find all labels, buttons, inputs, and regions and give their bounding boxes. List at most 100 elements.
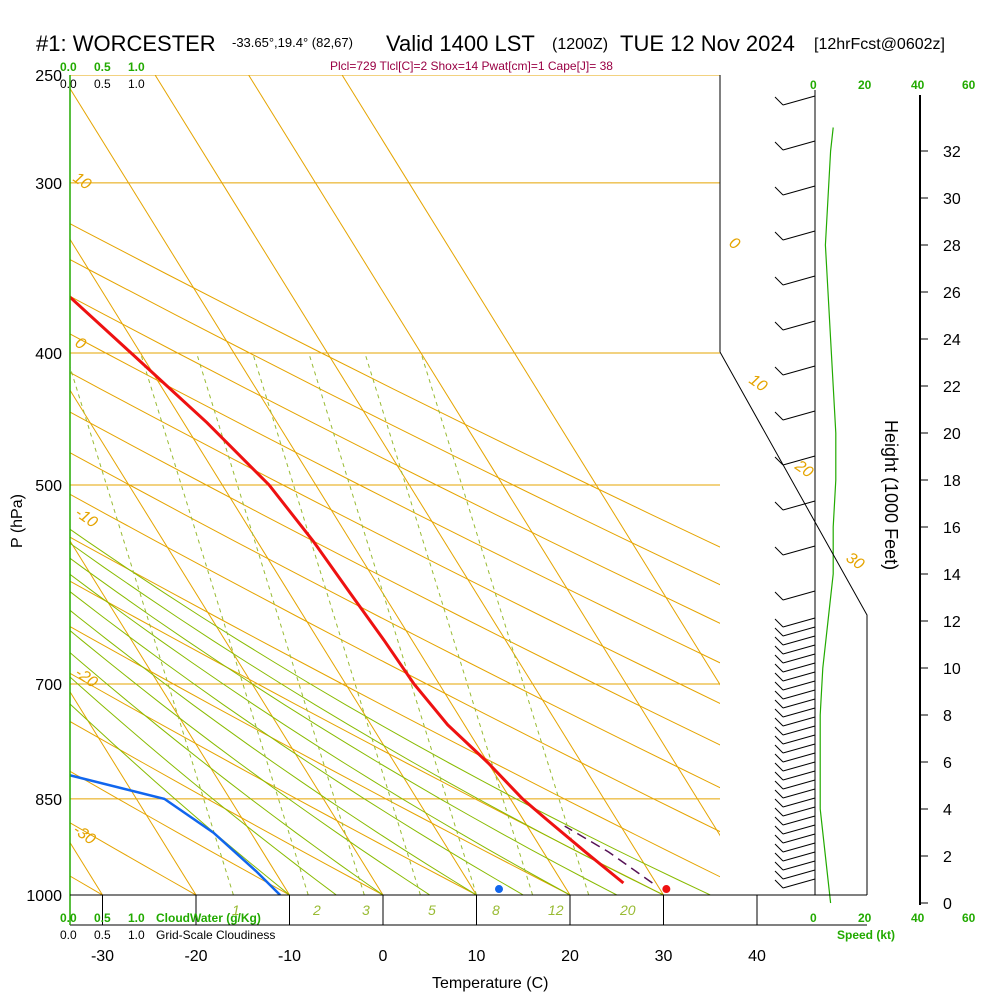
wind-barb-flag (774, 690, 784, 700)
wind-barb-flag (774, 96, 784, 106)
wind-barb-flag (774, 789, 784, 799)
pressure-tick-label: 400 (35, 346, 62, 363)
wind-barb (782, 833, 816, 844)
wind-barb-flag (774, 546, 784, 556)
wind-speed-profile (819, 127, 837, 904)
dry-adiabat-line (70, 452, 720, 789)
cloudwater-scale-top-1: 0.5 (94, 60, 111, 74)
dry-adiabat-line (70, 333, 720, 664)
mixing-ratio-label: 3 (362, 902, 370, 918)
wind-barb-flag (774, 636, 784, 646)
wind-barb-flag (774, 501, 784, 511)
height-tick-label: 6 (943, 755, 952, 772)
wind-barb (782, 806, 816, 817)
wind-barb (782, 644, 816, 655)
wind-barb-flag (774, 663, 784, 673)
temperature-tick-label: 40 (748, 948, 766, 965)
forecast-run: [12hrFcst@0602z] (814, 36, 945, 53)
temperature-dot (662, 885, 671, 894)
wind-barb (782, 617, 816, 628)
moist-adiabat-line (70, 542, 664, 895)
dry-adiabat-line (70, 672, 477, 895)
wind-barb (782, 500, 816, 511)
dry-adiabat-line (70, 295, 720, 624)
wind-barb (782, 779, 816, 790)
moist-adiabat-line (70, 557, 618, 895)
wind-barb (782, 653, 816, 664)
height-tick-label: 14 (943, 567, 961, 584)
station-title: #1: WORCESTER (36, 31, 216, 56)
cloudiness-label: Grid-Scale Cloudiness (156, 928, 275, 942)
wind-barb (782, 680, 816, 691)
dewpoint-profile (70, 774, 281, 895)
height-tick-label: 10 (943, 661, 961, 678)
pressure-tick-label: 850 (35, 792, 62, 809)
wind-barb-flag (774, 672, 784, 682)
wind-barb-flag (774, 411, 784, 421)
cloudwater-scale-top-0: 0.0 (60, 60, 77, 74)
wind-barb (782, 230, 816, 241)
cloudiness-scale-bottom-1: 0.5 (94, 928, 111, 942)
dry-adiabat-line (70, 258, 720, 586)
isotherm-line (70, 540, 290, 895)
cloudiness-scale-top-1: 0.5 (94, 77, 111, 91)
height-tick-label: 4 (943, 802, 952, 819)
wind-barb (782, 815, 816, 826)
mixing-ratio-label: 8 (492, 902, 500, 918)
wind-barb (782, 716, 816, 727)
isotherm-line (341, 75, 720, 686)
height-tick-label: 18 (943, 473, 961, 490)
wind-barb-flag (774, 816, 784, 826)
temperature-tick-label: 10 (468, 948, 486, 965)
y-axis-title: P (hPa) (9, 494, 26, 548)
stability-indices: Plcl=729 Tlcl[C]=2 Shox=14 Pwat[cm]=1 Ca… (330, 59, 613, 73)
cloudiness-scale-top-0: 0.0 (60, 77, 77, 91)
temperature-tick-label: 0 (379, 948, 388, 965)
dry-adiabat-line (70, 770, 290, 895)
wind-barb-flag (774, 681, 784, 691)
wind-barb-flag (774, 726, 784, 736)
wind-barb (782, 689, 816, 700)
speed-tick-bottom-60: 60 (962, 911, 976, 925)
height-tick-label: 0 (943, 896, 952, 913)
mixing-ratio-label: 20 (619, 902, 636, 918)
height-tick-label: 12 (943, 614, 961, 631)
moist-adiabat-line (70, 528, 711, 895)
dry-adiabat-line (70, 493, 720, 833)
cloudiness-scale-bottom-0: 0.0 (60, 928, 77, 942)
station-coords: -33.65°,19.4° (82,67) (232, 35, 353, 50)
height-frame-slant (719, 351, 868, 895)
wind-barb-flag (774, 834, 784, 844)
moist-adiabat-line (70, 573, 571, 895)
wind-barb-flag (774, 771, 784, 781)
moist-adiabat-line (70, 676, 337, 895)
wind-barb (782, 590, 816, 601)
mixing-ratio-line (364, 352, 534, 895)
wind-barb-flag (774, 654, 784, 664)
wind-barb-flag (774, 753, 784, 763)
dry-adiabat-line (70, 223, 720, 548)
valid-time: Valid 1400 LST (386, 31, 535, 56)
height-tick-label: 22 (943, 379, 961, 396)
cloudwater-label: CloudWater (g/Kg) (156, 911, 261, 925)
height-axis-title: Height (1000 Feet) (881, 420, 901, 570)
wind-barb (782, 185, 816, 196)
wind-barb (782, 662, 816, 673)
wind-barb-flag (774, 231, 784, 241)
isotherm-label: 0 (72, 334, 89, 353)
wind-barb-flag (774, 735, 784, 745)
speed-axis-label: Speed (kt) (837, 928, 895, 942)
wind-barb (782, 545, 816, 556)
wind-barb (782, 860, 816, 871)
wind-barb (782, 743, 816, 754)
wind-barb-flag (774, 807, 784, 817)
height-tick-label: 24 (943, 332, 961, 349)
isotherm-line (70, 690, 197, 895)
wind-barb (782, 275, 816, 286)
wind-barb (782, 140, 816, 151)
wind-barb-flag (774, 843, 784, 853)
cloudwater-scale-top-2: 1.0 (128, 60, 145, 74)
mixing-ratio-label: 2 (312, 902, 321, 918)
wind-barb-flag (774, 708, 784, 718)
speed-tick-top-20: 20 (858, 78, 872, 92)
